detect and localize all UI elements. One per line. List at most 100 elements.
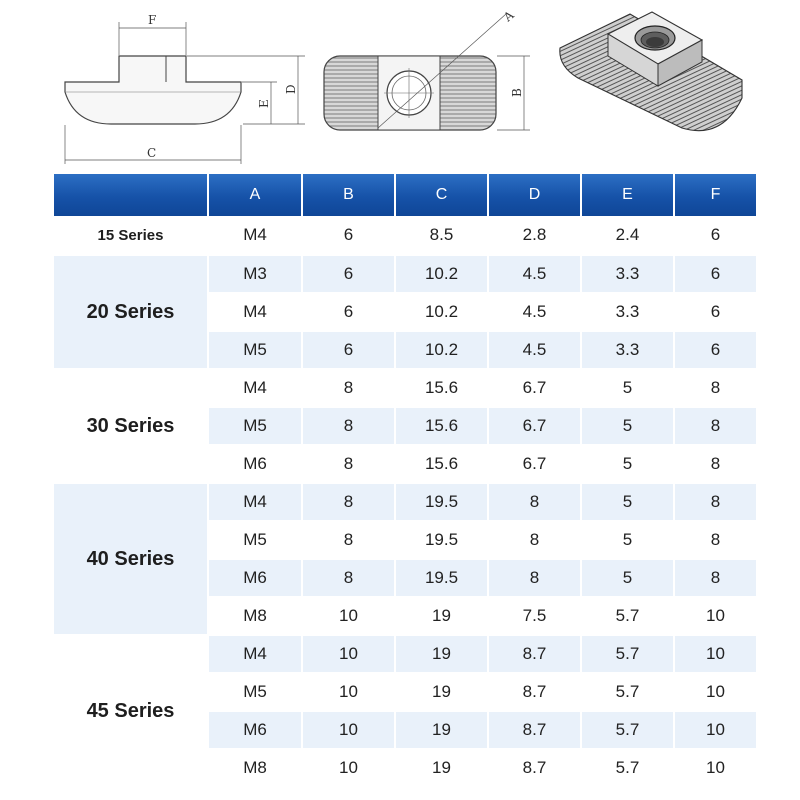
cell-d: 4.5 [489,332,582,370]
cell-c: 10.2 [396,256,489,294]
cell-e: 5.7 [582,598,675,636]
cell-a: M4 [209,484,303,522]
cell-c: 19 [396,712,489,750]
top-view-drawing: A B [318,0,540,170]
cell-d: 6.7 [489,408,582,446]
cell-a: M4 [209,216,303,256]
table-row: 30 Series M4 8 15.6 6.7 5 8 [54,370,756,484]
table-row: M5 6 10.2 4.5 3.3 6 [54,332,756,370]
cell-e: 5.7 [582,674,675,712]
isometric-tnut-render [552,0,752,170]
cell-e: 5 [582,484,675,522]
cell-a: M5 [209,332,303,370]
cell-b: 8 [303,446,396,484]
cell-c: 19.5 [396,560,489,598]
series-label: 45 Series [54,636,209,788]
cell-e: 5 [582,446,675,484]
cell-a: M3 [209,256,303,294]
dim-label-f: F [148,13,156,27]
cell-f: 8 [675,522,756,560]
cell-b: 10 [303,598,396,636]
cell-f: 6 [675,294,756,332]
cell-d: 2.8 [489,216,582,256]
cell-f: 10 [675,674,756,712]
cell-e: 2.4 [582,216,675,256]
cell-f: 8 [675,370,756,408]
cell-b: 6 [303,216,396,256]
cell-e: 5 [582,408,675,446]
header-e: E [582,174,675,216]
series-label: 30 Series [54,370,209,484]
table-row: 15 Series M4 6 8.5 2.8 2.4 6 [54,216,756,256]
tnut-spec-table: A B C D E F 15 Series M4 6 8.5 2.8 2.4 6 20 Ser… [54,174,756,788]
cell-f: 10 [675,712,756,750]
cell-b: 8 [303,484,396,522]
table-row: M4 6 10.2 4.5 3.3 6 [54,294,756,332]
cell-a: M5 [209,408,303,446]
dim-label-b: B [510,88,524,97]
table-row: M5 8 19.5 8 5 8 [54,522,756,560]
cell-a: M5 [209,522,303,560]
cell-d: 8.7 [489,674,582,712]
cell-d: 4.5 [489,294,582,332]
cell-e: 3.3 [582,294,675,332]
cell-f: 10 [675,598,756,636]
cell-a: M6 [209,446,303,484]
cell-b: 10 [303,712,396,750]
header-d: D [489,174,582,216]
series-label: 40 Series [54,484,209,636]
cell-f: 10 [675,750,756,788]
cell-d: 4.5 [489,256,582,294]
header-b: B [303,174,396,216]
cell-d: 8 [489,522,582,560]
dim-label-d: D [284,84,298,94]
table-row: 40 Series M4 8 19.5 8 5 8 [54,484,756,636]
cell-c: 19.5 [396,484,489,522]
tnut-profile [64,55,242,125]
series-label: 20 Series [54,256,209,370]
cell-e: 5 [582,560,675,598]
cell-c: 15.6 [396,370,489,408]
cell-b: 6 [303,332,396,370]
series-label: 15 Series [54,216,209,256]
cell-c: 15.6 [396,446,489,484]
cell-f: 6 [675,256,756,294]
cell-f: 8 [675,446,756,484]
cell-a: M8 [209,598,303,636]
cell-c: 19 [396,674,489,712]
cell-d: 8 [489,560,582,598]
cell-f: 8 [675,484,756,522]
cell-b: 8 [303,408,396,446]
table-body: 15 Series M4 6 8.5 2.8 2.4 6 20 Series M3 6 10.2 4.… [54,216,756,788]
cell-a: M5 [209,674,303,712]
cell-d: 8.7 [489,636,582,674]
cell-c: 15.6 [396,408,489,446]
cell-c: 19.5 [396,522,489,560]
cell-b: 10 [303,636,396,674]
cell-b: 10 [303,750,396,788]
table-row: M6 8 15.6 6.7 5 8 [54,446,756,484]
cell-e: 5.7 [582,712,675,750]
cell-f: 10 [675,636,756,674]
cell-a: M4 [209,294,303,332]
cell-e: 5 [582,370,675,408]
dim-label-a: A [500,8,517,25]
cell-d: 8.7 [489,712,582,750]
cell-f: 6 [675,332,756,370]
cell-d: 6.7 [489,446,582,484]
side-view-drawing: F D E C [55,0,315,170]
cell-c: 8.5 [396,216,489,256]
table-row: M8 10 19 8.7 5.7 10 [54,750,756,788]
cell-e: 5.7 [582,636,675,674]
cell-a: M4 [209,636,303,674]
cell-a: M8 [209,750,303,788]
cell-f: 8 [675,560,756,598]
header-series [54,174,209,216]
cell-b: 6 [303,294,396,332]
cell-a: M6 [209,712,303,750]
cell-d: 8.7 [489,750,582,788]
header-a: A [209,174,303,216]
cell-a: M6 [209,560,303,598]
cell-e: 5.7 [582,750,675,788]
cell-f: 6 [675,216,756,256]
